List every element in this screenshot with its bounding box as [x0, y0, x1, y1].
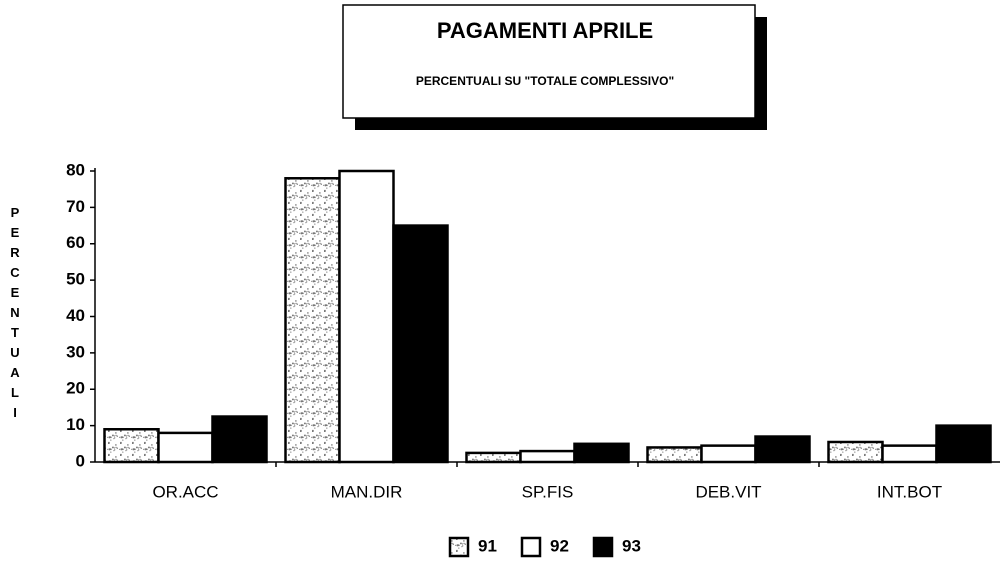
x-tick-label: MAN.DIR: [331, 482, 403, 501]
bar: [211, 415, 268, 464]
bar: [284, 177, 341, 464]
y-tick-label: 60: [66, 233, 85, 252]
x-tick-label: SP.FIS: [522, 482, 574, 501]
x-tick-label: INT.BOT: [877, 482, 942, 501]
y-tick-label: 40: [66, 306, 85, 325]
bar: [700, 444, 757, 464]
legend-swatch: [448, 536, 470, 558]
bar: [827, 440, 884, 464]
bar: [519, 449, 576, 464]
y-tick-label: 80: [66, 160, 85, 179]
bar: [573, 442, 630, 464]
bar: [103, 428, 160, 464]
x-tick-label: DEB.VIT: [695, 482, 761, 501]
bar: [881, 444, 938, 464]
x-tick-label: OR.ACC: [152, 482, 218, 501]
y-tick-label: 30: [66, 342, 85, 361]
y-axis-label: PERCENTUALI: [8, 205, 23, 425]
chart-title: PAGAMENTI APRILE: [437, 18, 653, 43]
bar: [646, 446, 703, 464]
legend-label: 91: [478, 536, 497, 555]
bar: [754, 435, 811, 464]
y-tick-label: 20: [66, 379, 85, 398]
y-tick-label: 0: [76, 451, 85, 470]
bar: [465, 451, 522, 464]
legend-swatch: [592, 536, 614, 558]
y-tick-label: 50: [66, 270, 85, 289]
legend-label: 92: [550, 536, 569, 555]
bar: [935, 424, 992, 464]
title-box: [342, 4, 756, 119]
bar: [338, 169, 395, 464]
legend-swatch: [520, 536, 542, 558]
bar: [392, 224, 449, 464]
y-tick-label: 10: [66, 415, 85, 434]
y-tick-label: 70: [66, 197, 85, 216]
legend-label: 93: [622, 536, 641, 555]
chart-subtitle: PERCENTUALI SU "TOTALE COMPLESSIVO": [416, 74, 674, 88]
bar: [157, 431, 214, 464]
